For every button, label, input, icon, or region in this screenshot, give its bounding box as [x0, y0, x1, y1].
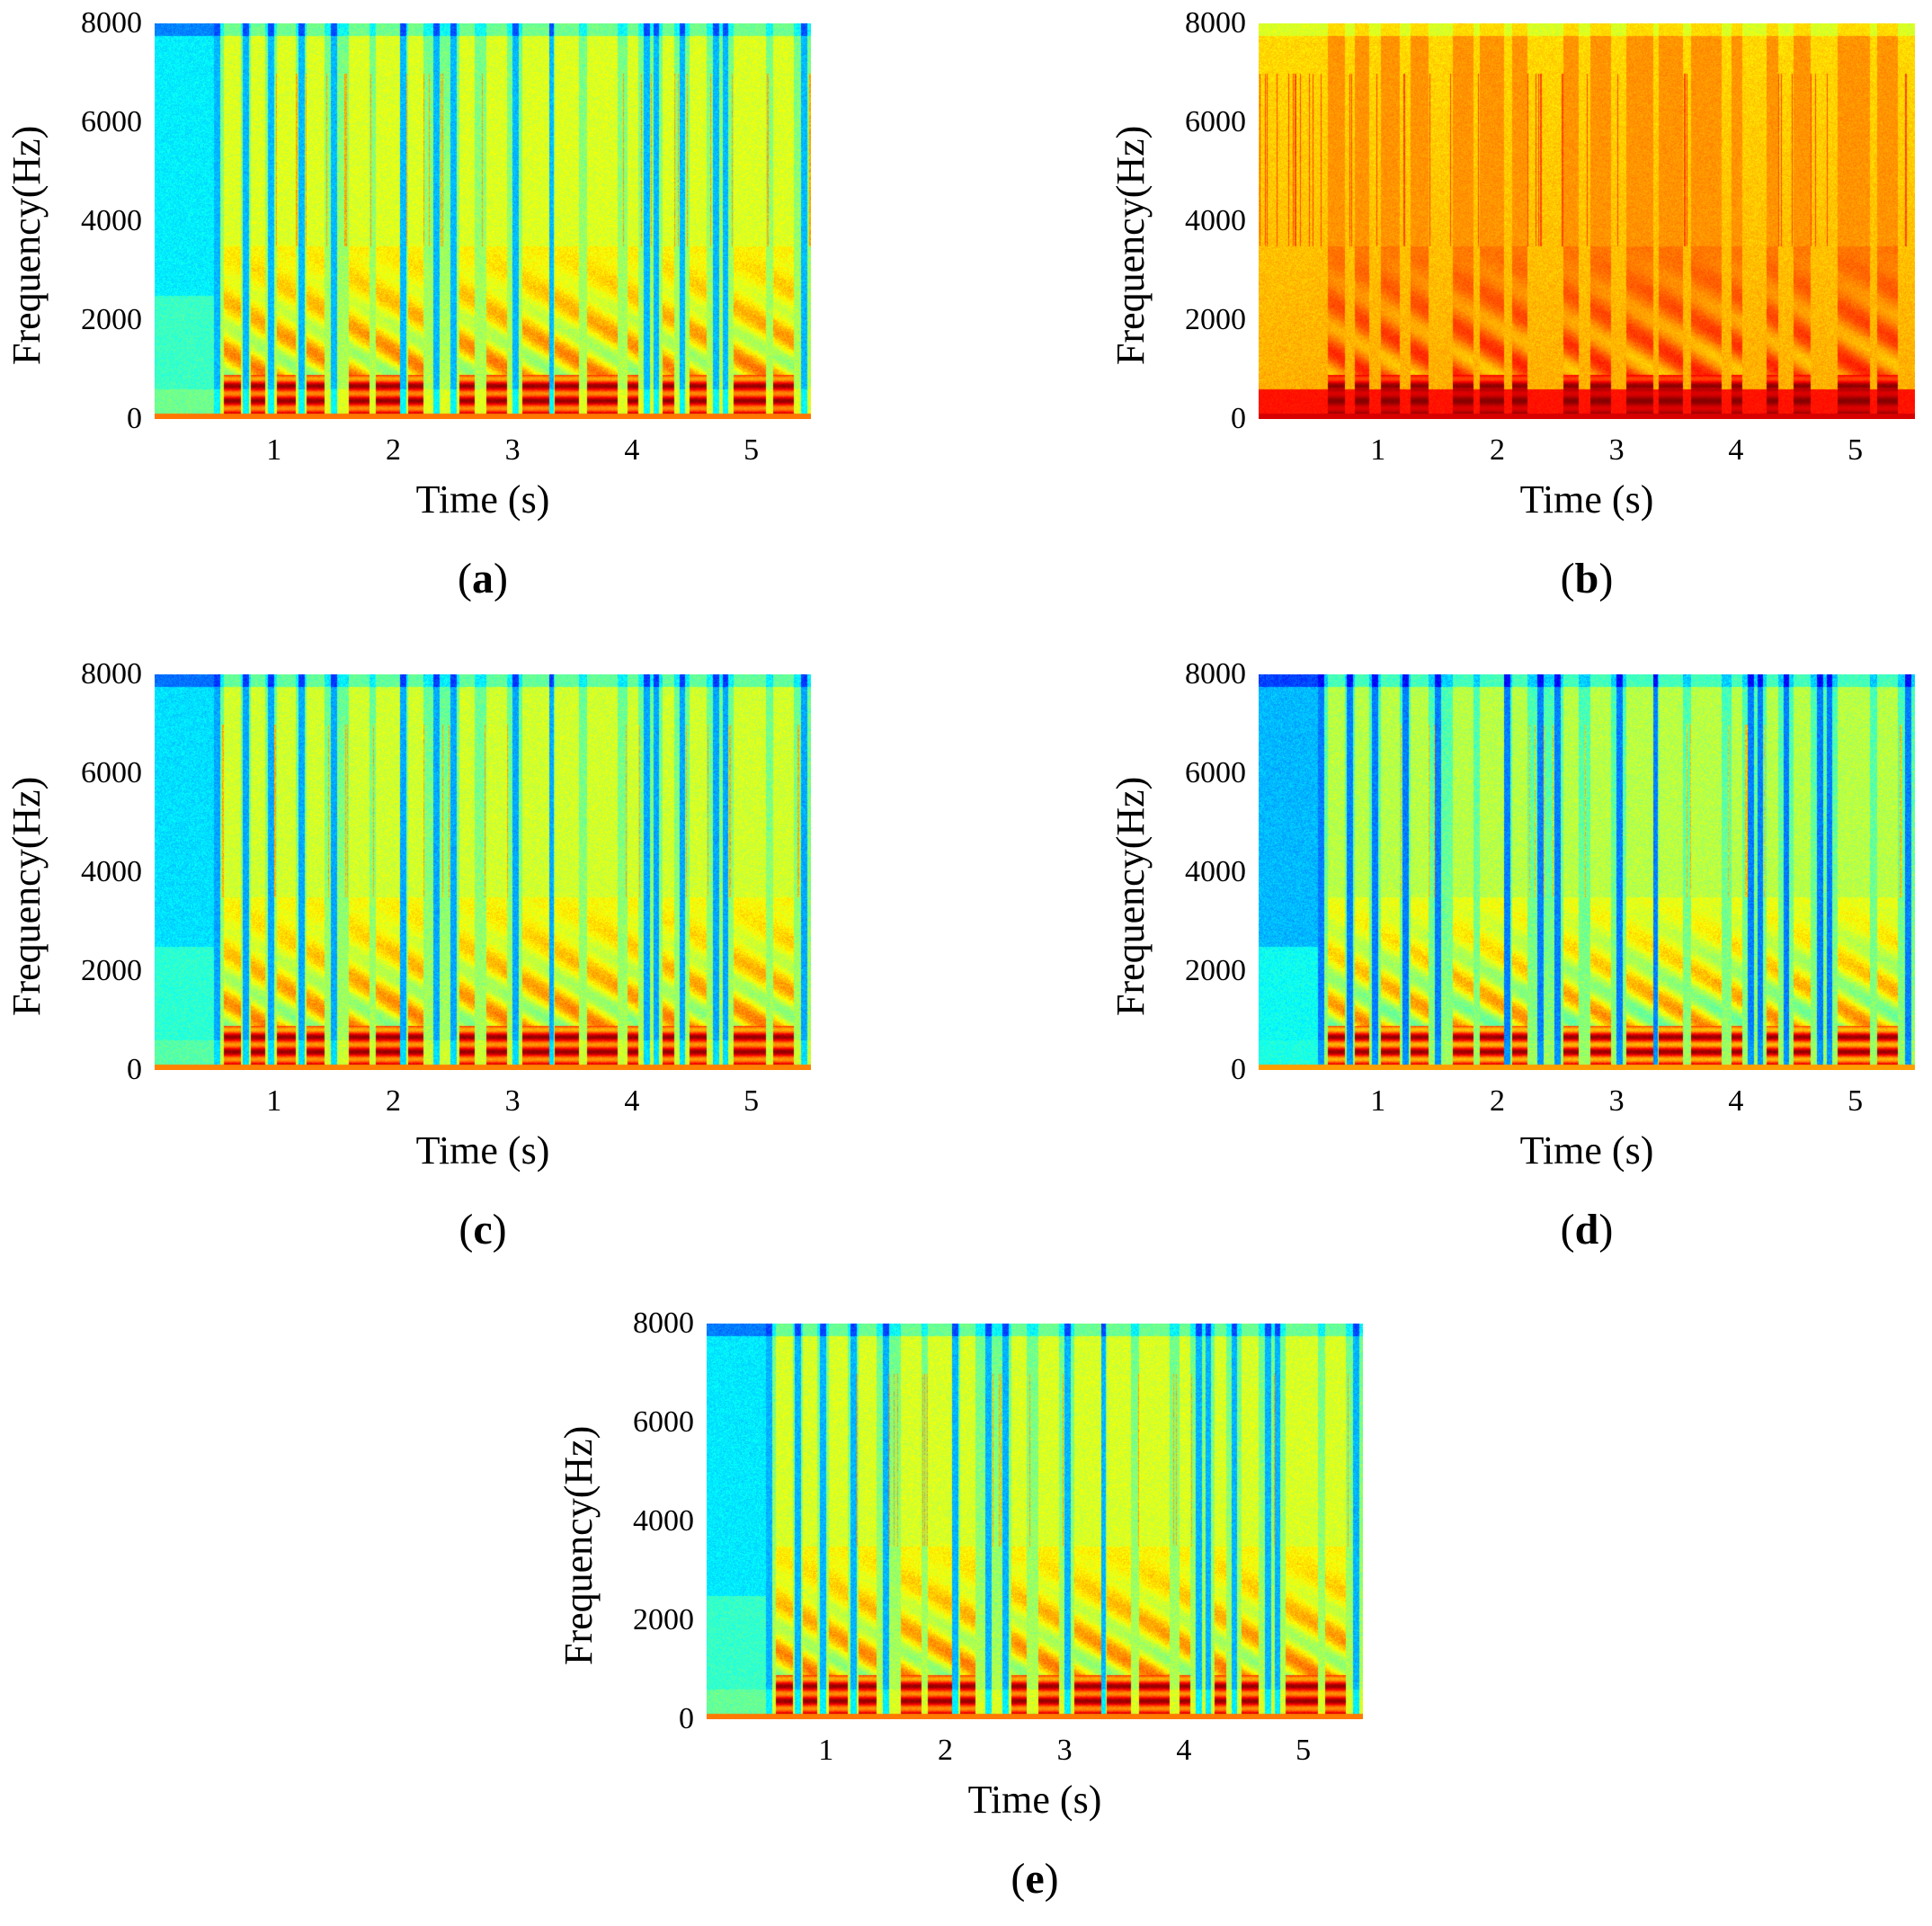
x-tick-b-0: 1 — [1370, 433, 1386, 467]
spectrogram-canvas-d — [1259, 674, 1915, 1070]
x-tick-a-4: 5 — [743, 433, 760, 467]
x-tick-a-1: 2 — [385, 433, 401, 467]
y-tick-d-2: 4000 — [1185, 855, 1246, 888]
caption-d: (d) — [1560, 1206, 1614, 1253]
x-tick-a-0: 1 — [266, 433, 282, 467]
x-tick-c-0: 1 — [266, 1084, 282, 1118]
y-tick-c-2: 4000 — [81, 855, 142, 888]
x-tick-e-3: 4 — [1176, 1734, 1192, 1767]
spectrogram-plot-c — [155, 674, 811, 1070]
y-tick-e-4: 8000 — [633, 1306, 694, 1340]
x-tick-a-2: 3 — [504, 433, 521, 467]
y-tick-b-1: 2000 — [1185, 303, 1246, 336]
y-tick-a-1: 2000 — [81, 303, 142, 336]
spectrogram-canvas-a — [155, 23, 811, 419]
x-tick-e-0: 1 — [818, 1734, 834, 1767]
x-tick-e-4: 5 — [1295, 1734, 1312, 1767]
spectrogram-canvas-b — [1259, 23, 1915, 419]
x-tick-e-1: 2 — [937, 1734, 953, 1767]
x-tick-b-1: 2 — [1489, 433, 1505, 467]
x-axis-label-d: Time (s) — [1519, 1128, 1654, 1173]
y-tick-c-3: 6000 — [81, 756, 142, 789]
y-tick-d-0: 0 — [1231, 1053, 1246, 1086]
y-tick-b-4: 8000 — [1185, 6, 1246, 40]
spectrogram-plot-e — [707, 1324, 1363, 1719]
spectrogram-plot-d — [1259, 674, 1915, 1070]
y-tick-c-1: 2000 — [81, 954, 142, 987]
caption-b: (b) — [1560, 555, 1614, 602]
x-tick-c-2: 3 — [504, 1084, 521, 1118]
x-axis-label-e: Time (s) — [967, 1778, 1102, 1822]
x-tick-d-2: 3 — [1608, 1084, 1625, 1118]
y-tick-d-1: 2000 — [1185, 954, 1246, 987]
x-tick-c-4: 5 — [743, 1084, 760, 1118]
y-tick-e-3: 6000 — [633, 1405, 694, 1439]
x-tick-b-2: 3 — [1608, 433, 1625, 467]
caption-a: (a) — [458, 555, 508, 602]
x-tick-a-3: 4 — [624, 433, 640, 467]
y-tick-a-3: 6000 — [81, 105, 142, 138]
y-tick-e-0: 0 — [679, 1702, 694, 1735]
y-tick-a-4: 8000 — [81, 6, 142, 40]
x-tick-c-3: 4 — [624, 1084, 640, 1118]
y-tick-b-2: 4000 — [1185, 204, 1246, 237]
y-tick-b-3: 6000 — [1185, 105, 1246, 138]
spectrogram-plot-b — [1259, 23, 1915, 419]
x-tick-c-1: 2 — [385, 1084, 401, 1118]
x-tick-d-4: 5 — [1847, 1084, 1864, 1118]
y-tick-c-0: 0 — [127, 1053, 142, 1086]
y-tick-e-1: 2000 — [633, 1603, 694, 1636]
x-tick-d-1: 2 — [1489, 1084, 1505, 1118]
x-axis-label-a: Time (s) — [415, 477, 550, 522]
x-tick-e-2: 3 — [1056, 1734, 1073, 1767]
caption-e: (e) — [1011, 1855, 1059, 1903]
y-tick-d-4: 8000 — [1185, 657, 1246, 691]
y-tick-c-4: 8000 — [81, 657, 142, 691]
x-axis-label-b: Time (s) — [1519, 477, 1654, 522]
x-tick-d-3: 4 — [1728, 1084, 1744, 1118]
y-tick-a-2: 4000 — [81, 204, 142, 237]
spectrogram-canvas-c — [155, 674, 811, 1070]
x-tick-b-3: 4 — [1728, 433, 1744, 467]
spectrogram-canvas-e — [707, 1324, 1363, 1719]
y-tick-d-3: 6000 — [1185, 756, 1246, 789]
x-tick-d-0: 1 — [1370, 1084, 1386, 1118]
y-tick-b-0: 0 — [1231, 402, 1246, 435]
y-tick-e-2: 4000 — [633, 1504, 694, 1538]
x-axis-label-c: Time (s) — [415, 1128, 550, 1173]
y-tick-a-0: 0 — [127, 402, 142, 435]
caption-c: (c) — [459, 1206, 507, 1253]
x-tick-b-4: 5 — [1847, 433, 1864, 467]
spectrogram-plot-a — [155, 23, 811, 419]
